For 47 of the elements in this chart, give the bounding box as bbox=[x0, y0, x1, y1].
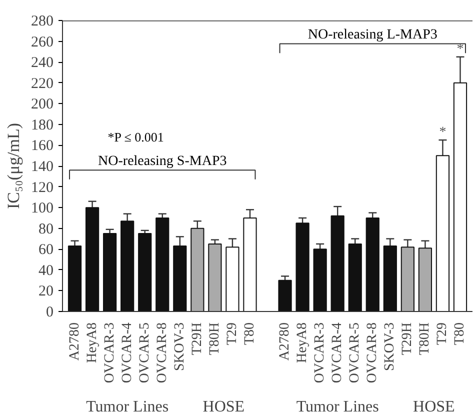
y-tick-label: 160 bbox=[31, 138, 54, 154]
x-tick-label: OVCAR-5 bbox=[137, 322, 152, 384]
x-tick-label: T80H bbox=[418, 322, 433, 356]
x-tick-label: T29 bbox=[435, 322, 450, 346]
x-tick-label: T80 bbox=[452, 322, 468, 346]
text: HOSE bbox=[413, 398, 455, 416]
x-tick-label: T29H bbox=[190, 322, 205, 356]
y-tick-label: 240 bbox=[31, 55, 54, 72]
y-tick-label: 0 bbox=[46, 304, 54, 320]
x-tick-label: OVCAR-8 bbox=[154, 322, 170, 384]
x-tick-label: OVCAR-4 bbox=[330, 322, 346, 384]
x-tick-label: OVCAR-3 bbox=[312, 322, 328, 384]
annotation: NO-releasing L-MAP3 bbox=[308, 28, 438, 43]
y-tick-label: 200 bbox=[31, 96, 54, 113]
text: HOSE bbox=[202, 398, 245, 416]
x-tick-label: SKOV-3 bbox=[172, 322, 188, 371]
y-tick-label: 20 bbox=[38, 284, 54, 300]
annotation: * bbox=[456, 42, 464, 57]
x-tick-label: T29H bbox=[400, 322, 416, 356]
y-tick-label: 80 bbox=[38, 221, 54, 238]
y-tick-label: 220 bbox=[31, 76, 54, 92]
y-tick-label: 260 bbox=[31, 34, 54, 50]
y-axis-title: IC₅₀(μg/mL) bbox=[4, 122, 23, 210]
x-tick-label: SKOV-3 bbox=[382, 322, 398, 371]
annotation: *P ≤ 0.001 bbox=[108, 129, 164, 144]
x-tick-label: T80H bbox=[207, 322, 222, 356]
text: Tumor Lines bbox=[86, 398, 169, 416]
y-tick-label: 120 bbox=[31, 180, 54, 196]
y-tick-label: 60 bbox=[38, 242, 54, 258]
x-tick-label: OVCAR-8 bbox=[365, 322, 380, 384]
x-tick-label: HeyA8 bbox=[84, 322, 100, 363]
annotation: NO-releasing S-MAP3 bbox=[98, 154, 227, 170]
y-tick-label: 40 bbox=[38, 262, 54, 279]
x-tick-label: T29 bbox=[224, 322, 240, 346]
y-tick-label: 180 bbox=[31, 117, 54, 134]
x-tick-label: HeyA8 bbox=[295, 322, 310, 363]
x-tick-label: A2780 bbox=[67, 322, 82, 361]
annotation: * bbox=[439, 125, 446, 140]
x-tick-label: T80 bbox=[242, 322, 258, 346]
x-tick-label: OVCAR-3 bbox=[102, 322, 118, 384]
y-tick-label: 280 bbox=[31, 14, 54, 30]
y-tick-label: 100 bbox=[31, 200, 54, 217]
text: Tumor Lines bbox=[296, 398, 379, 416]
x-tick-label: OVCAR-5 bbox=[348, 322, 363, 384]
x-tick-label: OVCAR-4 bbox=[120, 322, 135, 384]
y-tick-label: 140 bbox=[31, 159, 54, 175]
x-tick-label: A2780 bbox=[278, 322, 293, 361]
